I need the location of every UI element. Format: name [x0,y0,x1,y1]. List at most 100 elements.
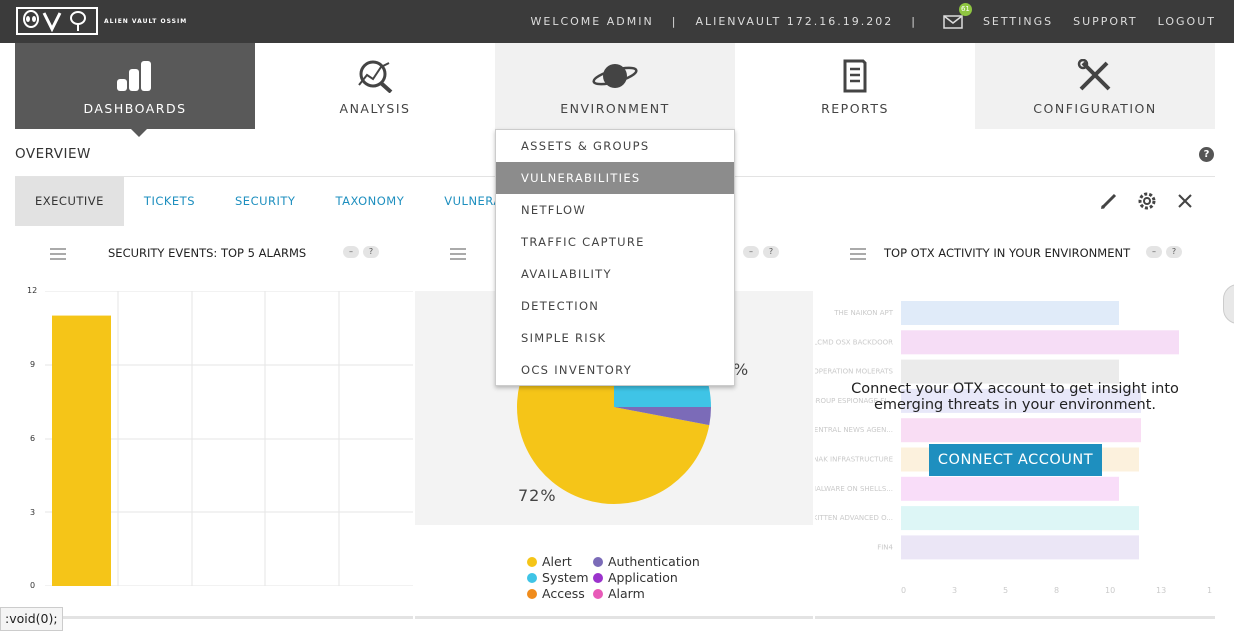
page-title: OVERVIEW [15,146,91,162]
panel-otx-activity: TOP OTX ACTIVITY IN YOUR ENVIRONMENT – ?… [815,226,1215,616]
otx-message-line: emerging threats in your environment. [873,397,1157,413]
dashboard-tools [1099,191,1195,211]
menu-item-detection[interactable]: DETECTION [521,299,600,313]
minimize-button[interactable]: – [1146,246,1162,258]
legend-item[interactable]: Alert [527,554,593,569]
y-tick-label: 3 [30,508,36,517]
host-text[interactable]: ALIENVAULT 172.16.19.202 [695,15,894,28]
logout-link[interactable]: LOGOUT [1157,15,1216,28]
menu-item-vulnerabilities[interactable]: VULNERABILITIES [496,162,734,194]
nav-label: ANALYSIS [339,101,411,116]
legend-swatch [593,556,603,567]
status-bar: :void(0); [0,607,63,631]
pie-slice[interactable] [614,407,711,426]
otx-bar [901,418,1141,443]
menu-item-availability[interactable]: AVAILABILITY [521,267,612,281]
nav-dashboards[interactable]: DASHBOARDS [15,43,255,137]
panel-help-button[interactable]: ? [1166,246,1182,258]
separator: | [911,15,917,28]
otx-background-chart: THE NAIKON APT XSLCMD OSX BACKDOOR OPERATI… [815,301,1212,595]
panel-controls: – ? [1146,246,1182,258]
tools-icon [1077,59,1111,91]
panel-controls: – ? [343,246,379,258]
alarms-bar-chart [45,291,413,586]
menu-item-assets-groups[interactable]: ASSETS & GROUPS [521,139,650,153]
otx-bar-label: ANUNAK INFRASTRUCTURE [815,456,893,464]
menu-item-traffic-capture[interactable]: TRAFFIC CAPTURE [521,235,645,249]
otx-x-tick: 0 [901,586,906,595]
otx-bar [901,301,1119,325]
messages-button[interactable]: 61 [943,2,972,29]
panel-title: SECURITY EVENTS: TOP 5 ALARMS [108,246,307,260]
menu-icon[interactable] [50,248,66,260]
panel-help-button[interactable]: ? [363,246,379,258]
settings-link[interactable]: SETTINGS [982,15,1054,28]
panel-events-pie: – ? 72% % Alert Authentication System Ap… [415,226,813,616]
minimize-button[interactable]: – [743,246,759,258]
otx-bar [901,476,1119,501]
otx-bar-label: ROCKET KITTEN ADVANCED O... [815,514,893,522]
legend-item[interactable]: Authentication [593,554,713,569]
tab-executive[interactable]: EXECUTIVE [15,177,124,226]
tab-taxonomy[interactable]: TAXONOMY [335,194,405,208]
otx-message-line: Connect your OTX account to get insight … [851,381,1179,397]
mail-count-badge: 61 [958,2,972,16]
otx-x-tick: 8 [1054,586,1059,595]
otx-bar [901,535,1139,560]
legend-item[interactable]: System [527,570,593,585]
otx-x-tick: 13 [1156,586,1166,595]
menu-icon[interactable] [450,248,466,260]
environment-dropdown: ASSETS & GROUPS VULNERABILITIES NETFLOW … [495,129,735,386]
welcome-text: WELCOME ADMIN [530,15,654,28]
panel-title: TOP OTX ACTIVITY IN YOUR ENVIRONMENT [884,246,1131,260]
help-icon[interactable]: ? [1199,147,1214,162]
nav-reports[interactable]: REPORTS [735,43,975,129]
otx-bar-label: EQUATION GROUP ESPIONAGE FI... [815,397,893,405]
side-expand-tab[interactable] [1223,284,1234,324]
top-bar: ALIEN VAULT OSSIM WELCOME ADMIN | ALIENV… [0,0,1234,43]
panel-top-alarms: SECURITY EVENTS: TOP 5 ALARMS – ? 12 9 6… [15,226,413,616]
menu-item-netflow[interactable]: NETFLOW [521,203,587,217]
otx-message: Connect your OTX account to get insight … [815,381,1215,413]
gear-icon[interactable] [1137,191,1157,211]
otx-x-tick: 5 [1003,586,1008,595]
support-link[interactable]: SUPPORT [1073,15,1138,28]
legend-item[interactable]: Alarm [593,586,713,601]
bar[interactable] [52,315,111,586]
pie-legend: Alert Authentication System Application … [527,554,713,601]
tab-security[interactable]: SECURITY [235,194,296,208]
legend-label: System [542,570,589,585]
divider [415,616,813,619]
separator: | [671,15,678,28]
divider [815,616,1215,619]
otx-bar [901,506,1139,531]
nav-configuration[interactable]: CONFIGURATION [975,43,1215,129]
main-nav: DASHBOARDS ANALYSIS ENVIRONMENT REPORTS [15,43,1234,137]
nav-analysis[interactable]: ANALYSIS [255,43,495,129]
minimize-button[interactable]: – [343,246,359,258]
otx-bar-label: XSLCMD OSX BACKDOOR [815,338,893,346]
legend-swatch [593,588,603,599]
menu-icon[interactable] [850,248,866,260]
logo[interactable]: ALIEN VAULT OSSIM [16,7,187,35]
menu-item-simple-risk[interactable]: SIMPLE RISK [521,331,607,345]
nav-label: DASHBOARDS [83,101,187,116]
legend-item[interactable]: Application [593,570,713,585]
legend-item[interactable]: Access [527,586,593,601]
otx-x-tick: 1 [1207,586,1212,595]
nav-label: CONFIGURATION [1033,101,1157,116]
legend-swatch [527,572,537,583]
nav-label: REPORTS [821,101,889,116]
panel-help-button[interactable]: ? [763,246,779,258]
pencil-icon[interactable] [1099,191,1119,211]
nav-environment[interactable]: ENVIRONMENT [495,43,735,129]
connect-account-button[interactable]: CONNECT ACCOUNT [929,444,1102,476]
otx-bar-label: OPERATION MOLERATS [815,368,894,376]
fullscreen-icon[interactable] [1175,191,1195,211]
planet-icon [592,64,638,88]
legend-label: Authentication [608,554,700,569]
alien-logo-icon [23,10,86,32]
tab-tickets[interactable]: TICKETS [143,194,195,208]
nav-label: ENVIRONMENT [560,101,670,116]
menu-item-ocs-inventory[interactable]: OCS INVENTORY [521,363,633,377]
